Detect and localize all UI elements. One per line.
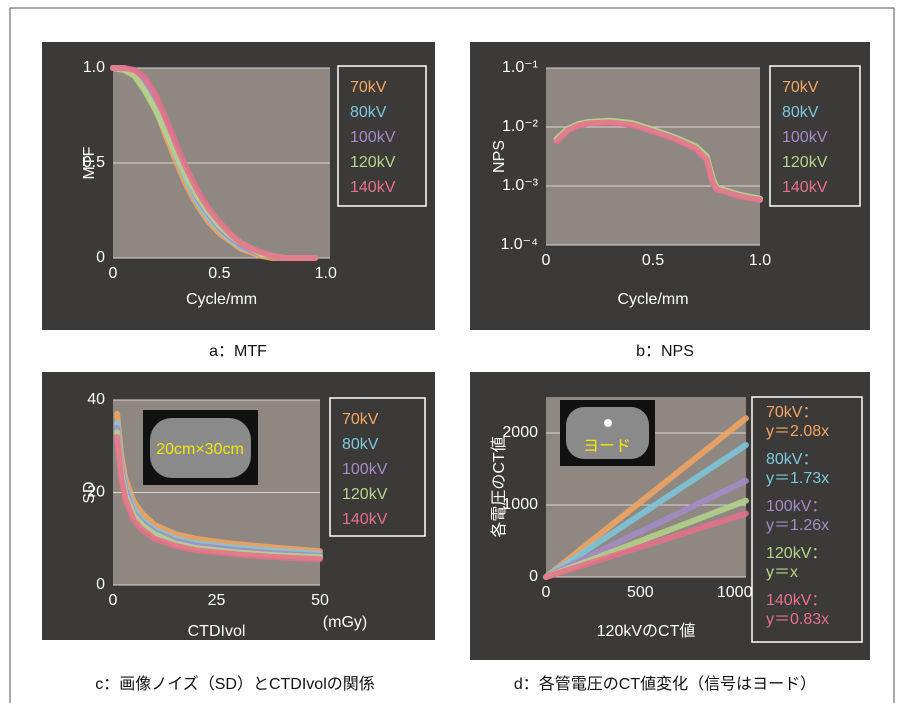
legend-equation: y＝1.73x: [766, 470, 829, 487]
legend-label: 70kV: [782, 79, 819, 96]
x-tick-label: 25: [208, 592, 226, 609]
legend-label: 100kV: [350, 129, 396, 146]
legend-label: 100kV: [782, 129, 828, 146]
x-tick-label: 1000: [717, 584, 753, 601]
y-axis-label: NPS: [491, 140, 508, 173]
legend-equation: y＝1.26x: [766, 517, 829, 534]
legend-label: 120kV：: [766, 545, 827, 562]
x-tick-label: 1.0: [315, 265, 337, 282]
x-axis-label: 120kVのCT値: [597, 622, 696, 640]
y-tick-label: 0: [96, 576, 105, 593]
caption: c：画像ノイズ（SD）とCTDIvolの関係: [95, 675, 375, 693]
plot-area: [546, 68, 760, 245]
x-axis-label: Cycle/mm: [186, 291, 257, 308]
y-axis-label: MTF: [81, 146, 98, 179]
inset-label: ヨード: [583, 438, 631, 455]
legend-label: 100kV：: [766, 498, 827, 515]
figure: 0 0.5 1.0 0 0.5 1.0 Cycle/mm MTF 70kV 80kV 100kV 12…: [0, 0, 903, 703]
x-tick-label: 500: [627, 584, 654, 601]
x-tick-label: 0: [109, 265, 118, 282]
x-axis-label: Cycle/mm: [617, 291, 688, 308]
legend-label: 140kV: [782, 179, 828, 196]
legend-label: 80kV: [782, 104, 819, 121]
legend-label: 70kV: [350, 79, 387, 96]
y-axis-label: SD: [81, 481, 98, 503]
legend-label: 140kV: [350, 179, 396, 196]
y-tick-label: 40: [87, 391, 105, 408]
iodine-spot: [604, 419, 612, 427]
legend-label: 70kV：: [766, 404, 818, 421]
x-tick-label: 50: [311, 592, 329, 609]
y-axis-label: 各電圧のCT値: [490, 436, 508, 537]
legend-label: 140kV：: [766, 592, 827, 609]
legend-label: 80kV: [342, 436, 379, 453]
inset-label: 20cm×30cm: [156, 441, 244, 458]
y-tick-label: 1.0: [83, 59, 105, 76]
x-tick-label: 0.5: [642, 252, 664, 269]
legend-label: 120kV: [782, 154, 828, 171]
legend-equation: y＝x: [766, 564, 798, 581]
y-tick-label: 1.0⁻¹: [502, 59, 538, 76]
legend-label: 80kV：: [766, 451, 818, 468]
x-axis-label: CTDIvol: [188, 623, 246, 640]
legend-label: 70kV: [342, 411, 379, 428]
legend-label: 120kV: [342, 486, 388, 503]
legend-label: 80kV: [350, 104, 387, 121]
caption: a：MTF: [209, 343, 267, 360]
caption: b：NPS: [636, 343, 694, 360]
x-tick-label: 1.0: [749, 252, 771, 269]
legend-label: 140kV: [342, 511, 388, 528]
legend-label: 100kV: [342, 461, 388, 478]
y-tick-label: 1.0⁻⁴: [500, 236, 538, 253]
legend-equation: y＝0.83x: [766, 611, 829, 628]
y-tick-label: 0: [529, 568, 538, 585]
x-tick-label: 0: [542, 584, 551, 601]
x-tick-label: 0: [542, 252, 551, 269]
x-tick-label: 0.5: [208, 265, 230, 282]
y-tick-label: 0: [96, 249, 105, 266]
chart-panel: 1.0⁻¹ 1.0⁻² 1.0⁻³ 1.0⁻⁴0 0.5 1.0 Cycle/mm NPS 70…: [470, 42, 870, 360]
x-unit: (mGy): [323, 614, 367, 631]
caption: d：各管電圧のCT値変化（信号はヨード）: [514, 675, 816, 693]
x-tick-label: 0: [109, 592, 118, 609]
legend-equation: y＝2.08x: [766, 423, 829, 440]
y-tick-label: 1.0⁻³: [502, 177, 539, 194]
y-tick-label: 1.0⁻²: [502, 118, 539, 135]
legend-label: 120kV: [350, 154, 396, 171]
